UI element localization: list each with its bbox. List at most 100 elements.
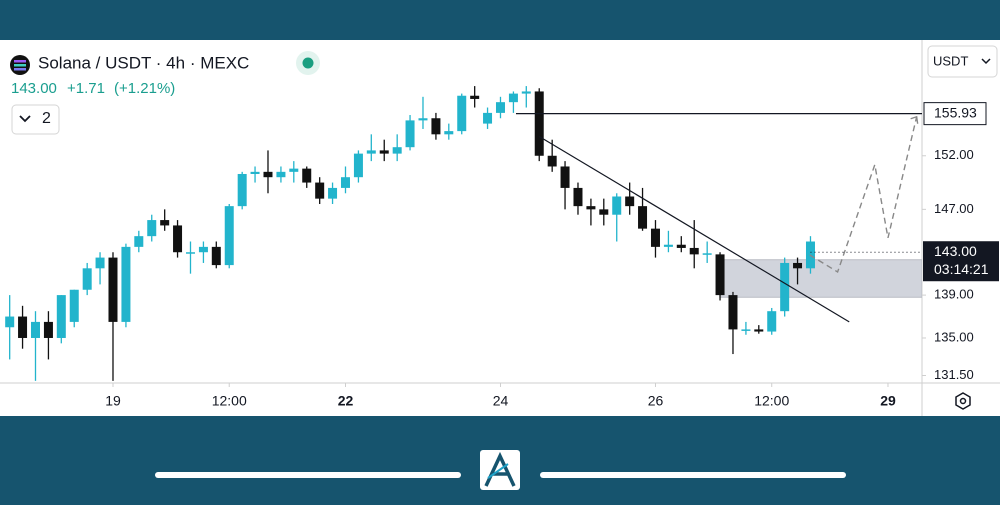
- candle-body: [5, 316, 15, 328]
- candle-body: [573, 187, 583, 207]
- candle-body: [780, 262, 790, 312]
- candle-body: [276, 171, 286, 178]
- candle-body: [702, 253, 712, 255]
- candle-body: [328, 187, 338, 199]
- candle-body: [392, 147, 402, 154]
- candle-body: [754, 329, 764, 332]
- candle-body: [495, 102, 505, 113]
- chevron-icon: [981, 58, 991, 65]
- candle-body: [353, 153, 363, 178]
- candle-body: [663, 244, 673, 247]
- candle-body: [289, 168, 299, 172]
- candle-body: [340, 177, 350, 188]
- candle-body: [728, 295, 738, 330]
- last-price: 143.00: [11, 80, 57, 97]
- symbol-header: Solana / USDT · 4h · MEXC 143.00 +1.71 (…: [10, 51, 320, 135]
- candle-body: [43, 321, 53, 338]
- candle-body: [534, 91, 544, 156]
- candle-body: [211, 246, 221, 266]
- x-tick-label: 22: [338, 393, 354, 409]
- candle-body: [18, 316, 28, 338]
- candle-body: [185, 252, 195, 254]
- logo-stripe: [14, 60, 26, 63]
- candle-body: [315, 182, 325, 199]
- candle-body: [483, 112, 493, 124]
- x-tick-label: 24: [493, 393, 509, 409]
- candle-body: [108, 257, 118, 322]
- candle-body: [431, 118, 441, 135]
- candle-body: [250, 171, 260, 174]
- candle-body: [134, 236, 144, 247]
- candle-body: [689, 247, 699, 255]
- candle-body: [147, 220, 157, 237]
- price-change-pct: (+1.21%): [114, 80, 175, 97]
- candle-body: [793, 262, 803, 269]
- candle-body: [767, 311, 777, 332]
- candle-body: [560, 166, 570, 188]
- candle-body: [302, 168, 312, 183]
- candle-body: [237, 173, 247, 207]
- projection-path: [809, 116, 918, 274]
- x-tick-label: 19: [105, 393, 121, 409]
- logo-stripe: [14, 64, 26, 67]
- plot-area: [5, 86, 922, 381]
- candle-body: [625, 196, 635, 207]
- y-tick-label: 135.00: [934, 329, 974, 344]
- x-tick-label: 12:00: [212, 393, 247, 409]
- candle-body: [612, 196, 622, 215]
- logo-stripe: [14, 68, 26, 71]
- candle-body: [444, 131, 454, 135]
- indicator-count: 2: [42, 110, 51, 127]
- candle-body: [638, 206, 648, 229]
- decor-bar: [540, 472, 846, 478]
- candle-body: [366, 150, 376, 154]
- candle-body: [457, 95, 467, 132]
- candle-body: [418, 118, 428, 121]
- candle-body: [547, 155, 557, 167]
- x-tick-label: 29: [880, 393, 896, 409]
- trendline: [538, 135, 850, 323]
- currency-selector[interactable]: [927, 45, 998, 78]
- y-tick-label: 152.00: [934, 147, 974, 162]
- market-status: [302, 57, 314, 69]
- candle-body: [30, 321, 40, 338]
- decor-bar: [155, 472, 461, 478]
- candle-body: [173, 225, 183, 253]
- countdown-label: 03:14:21: [934, 261, 989, 277]
- y-tick-label: 131.50: [934, 367, 974, 382]
- settings-button[interactable]: [955, 392, 971, 410]
- candle-body: [160, 220, 170, 226]
- level-label: 155.93: [934, 104, 977, 120]
- symbol-title: Solana / USDT · 4h · MEXC: [38, 53, 249, 72]
- currency-label: USDT: [933, 53, 968, 68]
- candle-body: [121, 246, 131, 322]
- candle-body: [676, 244, 686, 248]
- candle-body: [379, 150, 389, 154]
- candle-body: [69, 289, 79, 322]
- chevron-icon: [19, 115, 31, 123]
- candle-body: [715, 254, 725, 296]
- indicators-toggle[interactable]: [11, 104, 60, 135]
- x-tick-label: 12:00: [754, 393, 789, 409]
- candle-body: [56, 295, 66, 338]
- candle-body: [470, 95, 480, 99]
- candle-body: [586, 206, 596, 210]
- candle-body: [198, 246, 208, 253]
- candle-body: [741, 329, 751, 331]
- candle-body: [405, 120, 415, 148]
- last-price-label: 143.00: [934, 243, 977, 259]
- x-tick-label: 26: [648, 393, 664, 409]
- settings-icon: [959, 397, 967, 405]
- y-tick-label: 147.00: [934, 201, 974, 216]
- candle-body: [521, 91, 531, 94]
- candle-body: [599, 209, 609, 215]
- candle-body: [508, 93, 518, 103]
- y-tick-label: 139.00: [934, 287, 974, 302]
- supply-zone: [719, 259, 922, 298]
- price-change: +1.71: [67, 80, 105, 97]
- candle-body: [650, 228, 660, 247]
- projection-arrow: [910, 115, 919, 124]
- candle-body: [82, 268, 92, 290]
